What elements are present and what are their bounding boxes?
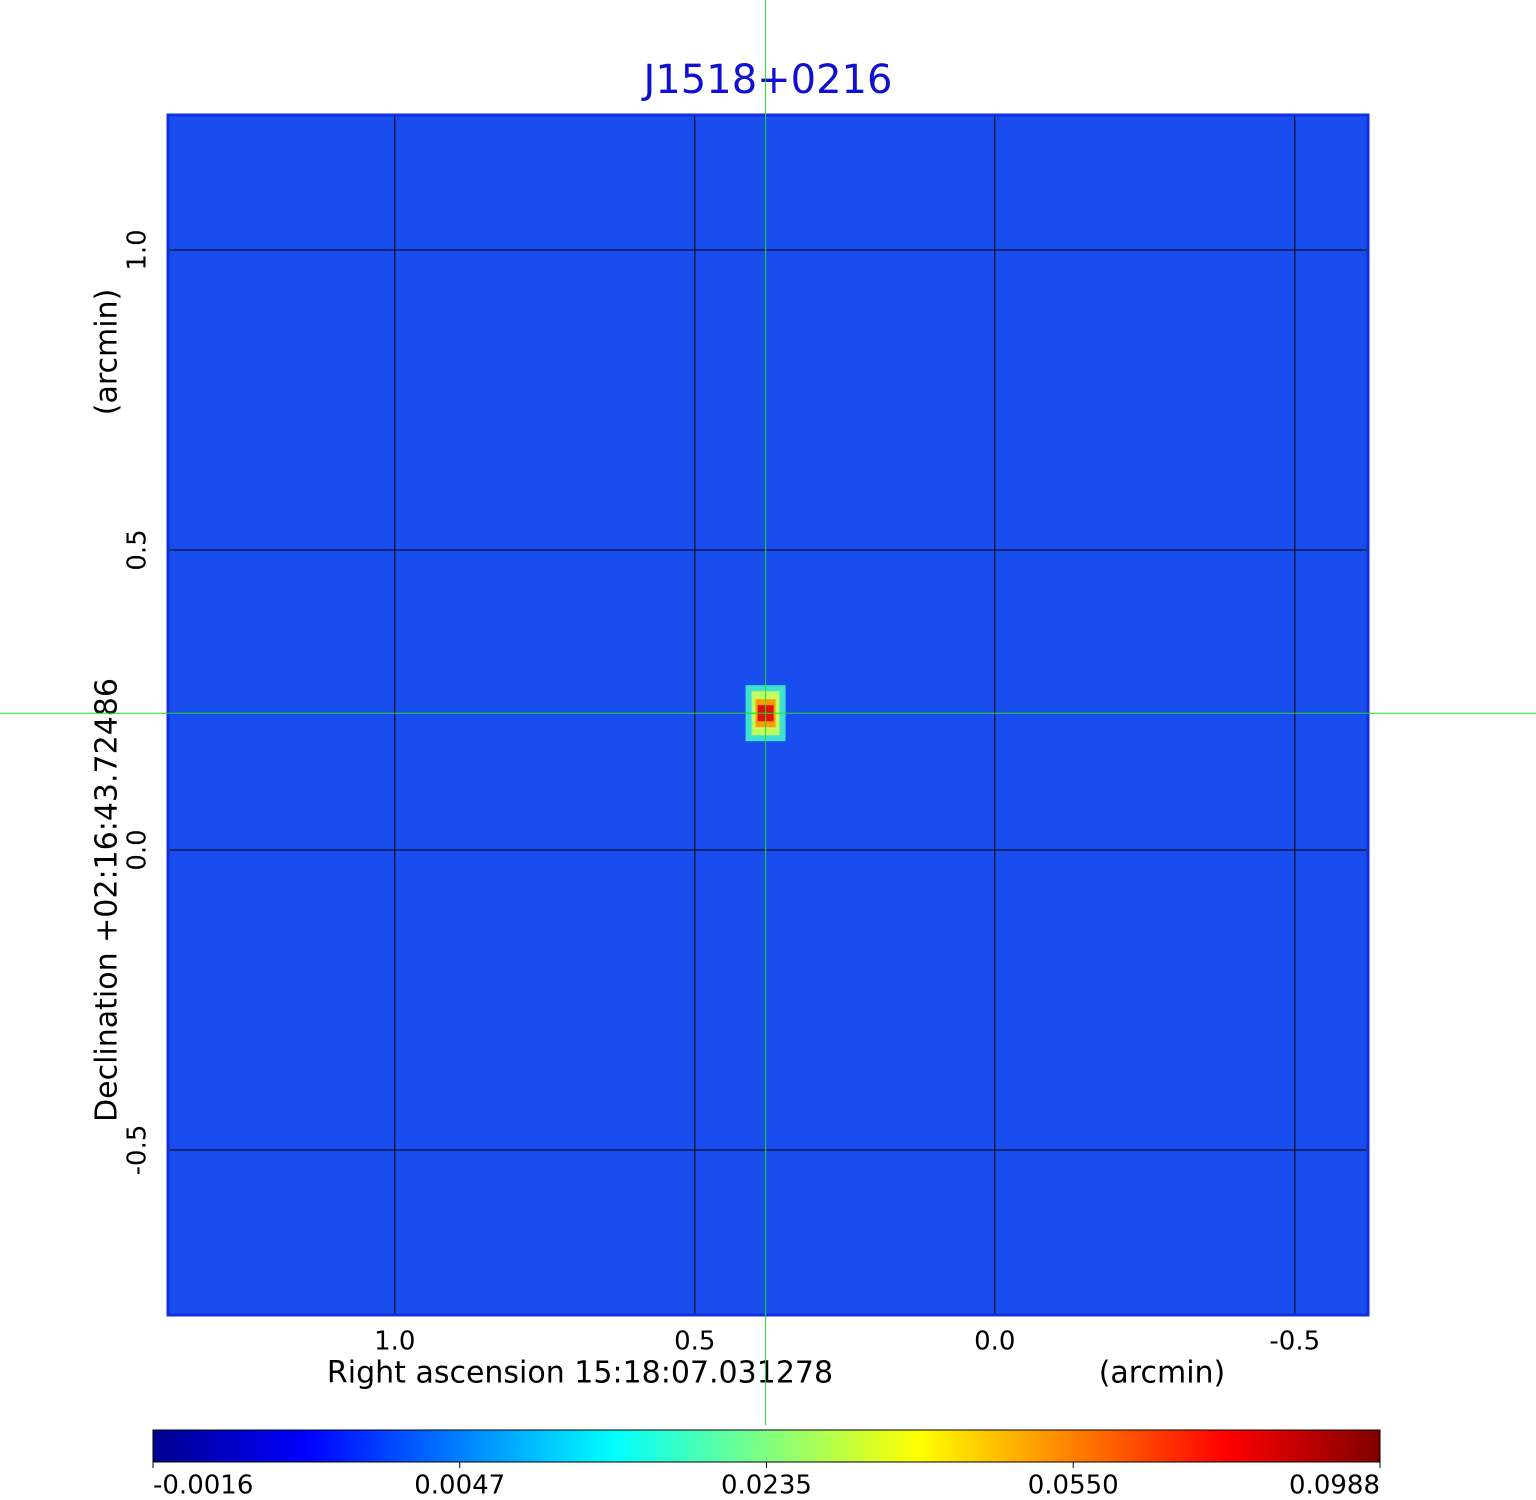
- y-tick-label: 0.5: [123, 529, 153, 570]
- y-tick-label: 0.0: [123, 829, 153, 870]
- x-tick-label: 0.0: [974, 1327, 1015, 1357]
- x-tick-label: 0.5: [674, 1327, 715, 1357]
- x-tick-label: 1.0: [374, 1327, 415, 1357]
- x-axis-label: Right ascension 15:18:07.031278: [327, 1356, 833, 1391]
- colorbar-tick-label: 0.0988: [1289, 1471, 1380, 1500]
- x-axis-unit: (arcmin): [1099, 1356, 1226, 1391]
- y-tick-label: 1.0: [123, 229, 153, 270]
- x-tick-label: -0.5: [1269, 1327, 1320, 1357]
- colorbar-tick-label: 0.0235: [721, 1471, 812, 1500]
- y-axis-unit: (arcmin): [90, 289, 125, 416]
- chart-title: J1518+0216: [641, 57, 893, 103]
- colorbar-tick-label: -0.0016: [153, 1471, 253, 1500]
- colorbar: [152, 1429, 1381, 1463]
- colorbar-tick-label: 0.0047: [414, 1471, 505, 1500]
- colorbar-tick-label: 0.0550: [1028, 1471, 1119, 1500]
- y-tick-label: -0.5: [123, 1125, 153, 1176]
- plot-frame: [166, 113, 1370, 1317]
- y-axis-label: Declination +02:16:43.72486: [90, 678, 125, 1122]
